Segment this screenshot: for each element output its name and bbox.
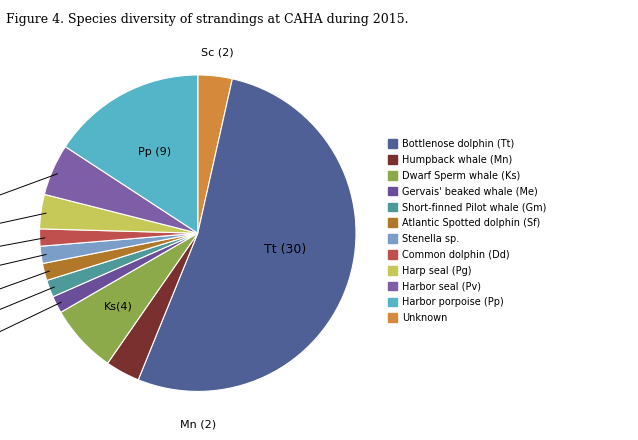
Wedge shape (65, 75, 198, 233)
Wedge shape (53, 233, 198, 312)
Text: Tt (30): Tt (30) (263, 242, 306, 256)
Text: Me (1): Me (1) (0, 302, 61, 352)
Wedge shape (45, 147, 198, 233)
Text: Pv (3): Pv (3) (0, 174, 57, 211)
Legend: Bottlenose dolphin (Tt), Humpback whale (Mn), Dwarf Sperm whale (Ks), Gervais' b: Bottlenose dolphin (Tt), Humpback whale … (388, 139, 547, 323)
Text: Pp (9): Pp (9) (138, 147, 170, 158)
Text: Mn (2): Mn (2) (180, 420, 216, 430)
Text: Dd (1): Dd (1) (0, 238, 45, 257)
Text: Sc (2): Sc (2) (201, 47, 234, 57)
Text: Sf (1): Sf (1) (0, 271, 50, 304)
Wedge shape (47, 233, 198, 297)
Wedge shape (40, 229, 198, 246)
Wedge shape (198, 75, 232, 233)
Wedge shape (40, 194, 198, 233)
Wedge shape (108, 233, 198, 380)
Text: Gm (1): Gm (1) (0, 287, 54, 328)
Text: Stenella (1): Stenella (1) (0, 254, 46, 281)
Wedge shape (61, 233, 198, 363)
Text: Figure 4. Species diversity of strandings at CAHA during 2015.: Figure 4. Species diversity of stranding… (6, 13, 409, 26)
Wedge shape (43, 233, 198, 280)
Wedge shape (40, 233, 198, 264)
Wedge shape (138, 79, 356, 392)
Text: Ks(4): Ks(4) (104, 301, 133, 311)
Text: Pg (2): Pg (2) (0, 213, 46, 235)
